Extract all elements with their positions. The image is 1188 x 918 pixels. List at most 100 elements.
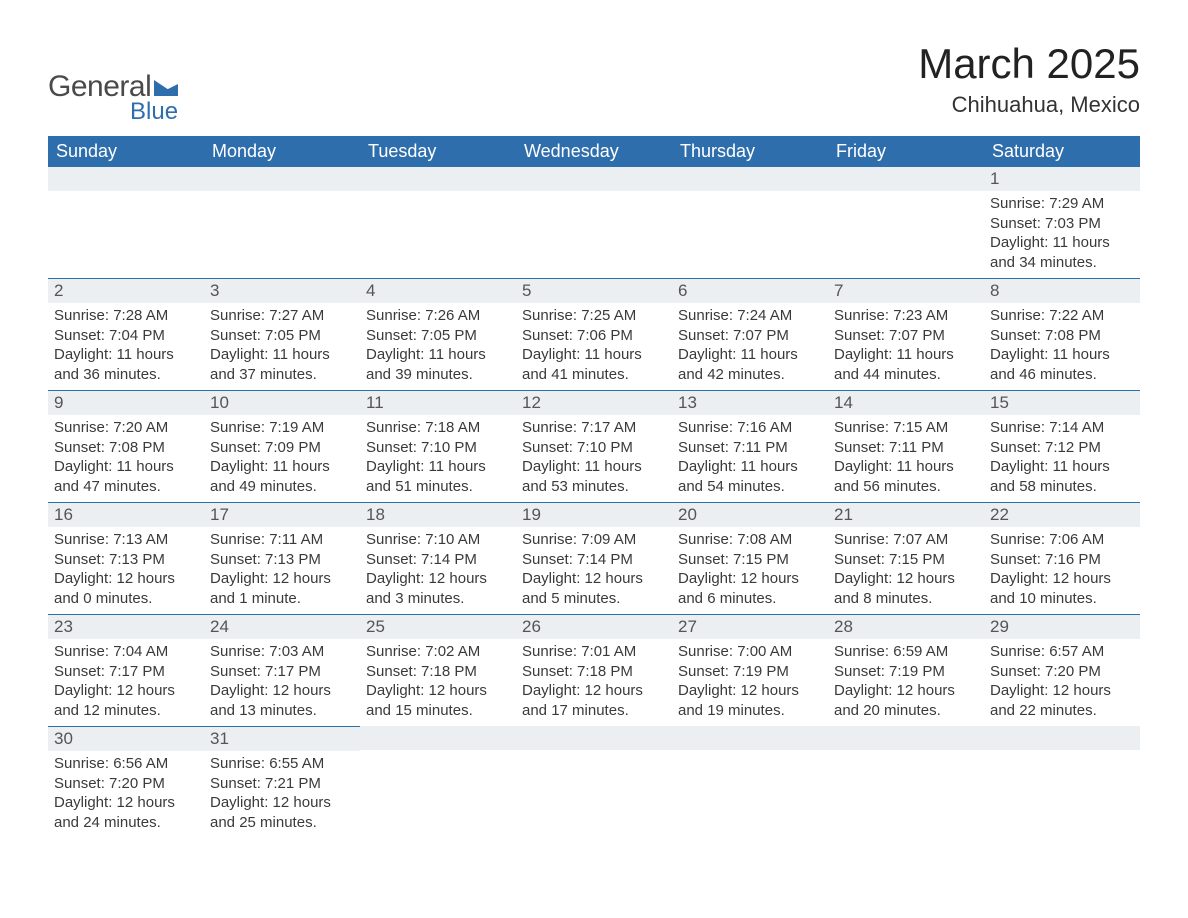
day-header: Thursday: [672, 136, 828, 167]
day-number-strip: 31: [204, 726, 360, 751]
day-sunrise: Sunrise: 7:02 AM: [366, 642, 510, 662]
day-body: Sunrise: 7:10 AMSunset: 7:14 PMDaylight:…: [360, 527, 516, 614]
day-cell: 1Sunrise: 7:29 AMSunset: 7:03 PMDaylight…: [984, 167, 1140, 278]
day-body: [360, 191, 516, 251]
day-sunrise: Sunrise: 7:09 AM: [522, 530, 666, 550]
day-cell: 28Sunrise: 6:59 AMSunset: 7:19 PMDayligh…: [828, 614, 984, 726]
day-d1: Daylight: 11 hours: [834, 457, 978, 477]
day-cell: 24Sunrise: 7:03 AMSunset: 7:17 PMDayligh…: [204, 614, 360, 726]
day-cell-empty: [48, 167, 204, 278]
day-d2: and 0 minutes.: [54, 589, 198, 609]
day-body: Sunrise: 7:19 AMSunset: 7:09 PMDaylight:…: [204, 415, 360, 502]
day-number-strip: [672, 726, 828, 750]
day-body: Sunrise: 6:56 AMSunset: 7:20 PMDaylight:…: [48, 751, 204, 838]
day-d1: Daylight: 12 hours: [990, 569, 1134, 589]
day-body: Sunrise: 7:22 AMSunset: 7:08 PMDaylight:…: [984, 303, 1140, 390]
week-row: 30Sunrise: 6:56 AMSunset: 7:20 PMDayligh…: [48, 726, 1140, 838]
title-block: March 2025 Chihuahua, Mexico: [918, 40, 1140, 118]
day-number-strip: 16: [48, 502, 204, 527]
day-number-strip: 12: [516, 390, 672, 415]
day-d2: and 47 minutes.: [54, 477, 198, 497]
day-d2: and 39 minutes.: [366, 365, 510, 385]
day-d2: and 20 minutes.: [834, 701, 978, 721]
day-body: Sunrise: 7:01 AMSunset: 7:18 PMDaylight:…: [516, 639, 672, 726]
day-sunrise: Sunrise: 6:57 AM: [990, 642, 1134, 662]
day-number-strip: 24: [204, 614, 360, 639]
day-body: Sunrise: 7:08 AMSunset: 7:15 PMDaylight:…: [672, 527, 828, 614]
day-sunset: Sunset: 7:07 PM: [834, 326, 978, 346]
day-d1: Daylight: 12 hours: [834, 681, 978, 701]
week-row: 9Sunrise: 7:20 AMSunset: 7:08 PMDaylight…: [48, 390, 1140, 502]
day-cell: 31Sunrise: 6:55 AMSunset: 7:21 PMDayligh…: [204, 726, 360, 838]
day-number-strip: [516, 167, 672, 191]
day-body: Sunrise: 7:18 AMSunset: 7:10 PMDaylight:…: [360, 415, 516, 502]
day-number-strip: [984, 726, 1140, 750]
day-number-strip: 2: [48, 278, 204, 303]
day-sunset: Sunset: 7:06 PM: [522, 326, 666, 346]
day-header: Monday: [204, 136, 360, 167]
day-sunset: Sunset: 7:20 PM: [990, 662, 1134, 682]
day-sunrise: Sunrise: 7:13 AM: [54, 530, 198, 550]
day-body: Sunrise: 7:13 AMSunset: 7:13 PMDaylight:…: [48, 527, 204, 614]
day-d1: Daylight: 12 hours: [210, 681, 354, 701]
day-sunset: Sunset: 7:18 PM: [522, 662, 666, 682]
day-cell: 20Sunrise: 7:08 AMSunset: 7:15 PMDayligh…: [672, 502, 828, 614]
day-body: Sunrise: 7:09 AMSunset: 7:14 PMDaylight:…: [516, 527, 672, 614]
day-number-strip: 9: [48, 390, 204, 415]
day-sunset: Sunset: 7:14 PM: [522, 550, 666, 570]
day-cell: 9Sunrise: 7:20 AMSunset: 7:08 PMDaylight…: [48, 390, 204, 502]
day-sunrise: Sunrise: 7:25 AM: [522, 306, 666, 326]
day-sunrise: Sunrise: 7:07 AM: [834, 530, 978, 550]
day-number-strip: 15: [984, 390, 1140, 415]
day-sunrise: Sunrise: 7:06 AM: [990, 530, 1134, 550]
day-d2: and 17 minutes.: [522, 701, 666, 721]
day-number-strip: 13: [672, 390, 828, 415]
day-sunset: Sunset: 7:13 PM: [210, 550, 354, 570]
day-d2: and 46 minutes.: [990, 365, 1134, 385]
day-cell: 2Sunrise: 7:28 AMSunset: 7:04 PMDaylight…: [48, 278, 204, 390]
day-d1: Daylight: 12 hours: [54, 569, 198, 589]
day-sunset: Sunset: 7:05 PM: [366, 326, 510, 346]
day-body: Sunrise: 7:11 AMSunset: 7:13 PMDaylight:…: [204, 527, 360, 614]
day-sunrise: Sunrise: 7:28 AM: [54, 306, 198, 326]
day-body: Sunrise: 7:07 AMSunset: 7:15 PMDaylight:…: [828, 527, 984, 614]
day-number-strip: 22: [984, 502, 1140, 527]
day-d2: and 58 minutes.: [990, 477, 1134, 497]
day-sunset: Sunset: 7:15 PM: [834, 550, 978, 570]
day-body: Sunrise: 7:23 AMSunset: 7:07 PMDaylight:…: [828, 303, 984, 390]
day-cell-empty: [672, 726, 828, 838]
day-d2: and 15 minutes.: [366, 701, 510, 721]
day-sunrise: Sunrise: 7:00 AM: [678, 642, 822, 662]
day-body: [672, 191, 828, 251]
day-body: [204, 191, 360, 251]
day-body: [516, 750, 672, 810]
day-number-strip: 10: [204, 390, 360, 415]
week-row: 23Sunrise: 7:04 AMSunset: 7:17 PMDayligh…: [48, 614, 1140, 726]
day-d1: Daylight: 11 hours: [366, 457, 510, 477]
day-sunset: Sunset: 7:12 PM: [990, 438, 1134, 458]
day-number-strip: 28: [828, 614, 984, 639]
day-sunrise: Sunrise: 7:24 AM: [678, 306, 822, 326]
day-d1: Daylight: 12 hours: [522, 681, 666, 701]
day-sunset: Sunset: 7:04 PM: [54, 326, 198, 346]
day-number-strip: [516, 726, 672, 750]
day-sunrise: Sunrise: 7:20 AM: [54, 418, 198, 438]
day-body: Sunrise: 7:14 AMSunset: 7:12 PMDaylight:…: [984, 415, 1140, 502]
day-d2: and 19 minutes.: [678, 701, 822, 721]
day-sunset: Sunset: 7:10 PM: [522, 438, 666, 458]
day-d1: Daylight: 12 hours: [522, 569, 666, 589]
day-cell-empty: [828, 167, 984, 278]
day-d2: and 12 minutes.: [54, 701, 198, 721]
day-sunset: Sunset: 7:11 PM: [678, 438, 822, 458]
day-cell: 12Sunrise: 7:17 AMSunset: 7:10 PMDayligh…: [516, 390, 672, 502]
day-cell-empty: [984, 726, 1140, 838]
day-body: Sunrise: 7:02 AMSunset: 7:18 PMDaylight:…: [360, 639, 516, 726]
day-sunset: Sunset: 7:07 PM: [678, 326, 822, 346]
day-sunrise: Sunrise: 6:55 AM: [210, 754, 354, 774]
day-number-strip: 14: [828, 390, 984, 415]
day-cell-empty: [672, 167, 828, 278]
day-number-strip: 1: [984, 167, 1140, 191]
day-sunset: Sunset: 7:14 PM: [366, 550, 510, 570]
day-d1: Daylight: 12 hours: [678, 569, 822, 589]
day-header: Saturday: [984, 136, 1140, 167]
